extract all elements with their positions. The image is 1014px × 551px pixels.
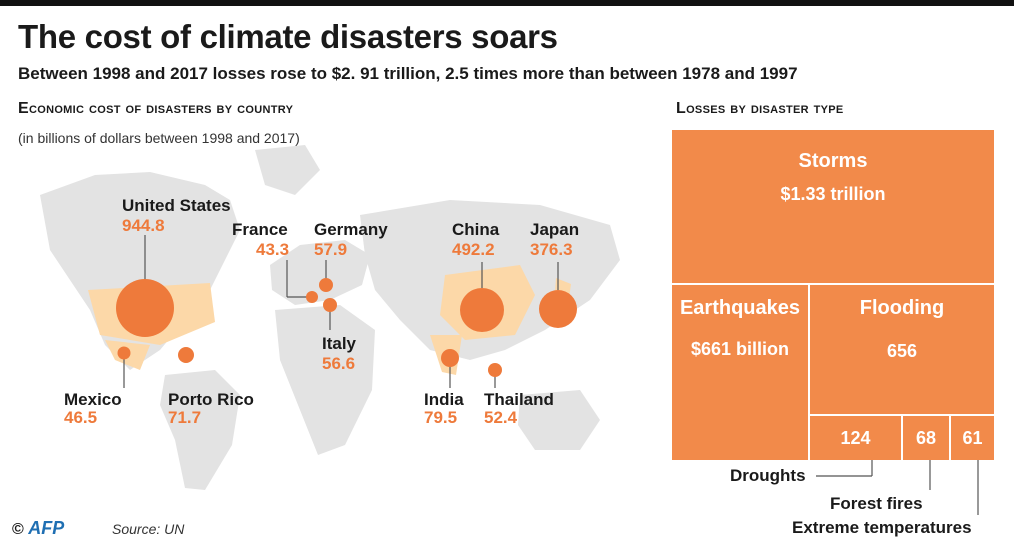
bubble-italy <box>323 298 337 312</box>
tile-storms-value: $1.33 trillion <box>780 184 886 204</box>
north-america-land <box>40 172 240 370</box>
tile-flooding: Flooding 656 <box>810 285 994 414</box>
bubble-japan <box>539 290 577 328</box>
value-china: 492.2 <box>452 240 495 259</box>
label-extreme-temperatures: Extreme temperatures <box>792 518 972 537</box>
tile-storms-name: Storms <box>798 150 868 172</box>
tile-flooding-value: 656 <box>886 341 918 361</box>
value-porto-rico: 71.7 <box>168 408 202 427</box>
label-italy: Italy <box>322 334 357 353</box>
europe-land <box>270 240 370 305</box>
label-united-states: United States <box>122 196 231 215</box>
bubble-united-states <box>116 279 174 337</box>
map-section-title: Economic cost of disasters by country <box>18 100 294 117</box>
land-masses <box>40 145 620 490</box>
value-united-states: 944.8 <box>122 216 165 235</box>
afp-brand: AFP <box>28 518 65 538</box>
south-america-land <box>160 370 240 490</box>
label-china: China <box>452 220 500 239</box>
tile-droughts: 124 <box>810 416 901 460</box>
top-bar <box>0 0 1014 6</box>
page-subtitle: Between 1998 and 2017 losses rose to $2.… <box>18 64 798 83</box>
label-india: India <box>424 390 464 409</box>
afp-logo: © AFP <box>12 518 64 539</box>
label-germany: Germany <box>314 220 388 239</box>
label-porto-rico: Porto Rico <box>168 390 254 409</box>
tile-earthquakes: Earthquakes $661 billion <box>672 285 808 460</box>
bubbles <box>116 278 577 377</box>
tile-forest-fires: 68 <box>903 416 949 460</box>
africa-land <box>275 305 375 455</box>
label-japan: Japan <box>530 220 580 239</box>
value-thailand: 52.4 <box>484 408 518 427</box>
bubble-porto-rico <box>178 347 194 363</box>
bubble-mexico <box>117 346 131 360</box>
australia-land <box>518 390 600 450</box>
value-mexico: 46.5 <box>64 408 98 427</box>
value-france: 43.3 <box>256 240 290 259</box>
bubble-france <box>306 291 318 303</box>
label-france: France <box>232 220 288 239</box>
label-mexico: Mexico <box>64 390 122 409</box>
tile-extreme-temperatures: 61 <box>951 416 994 460</box>
page-title: The cost of climate disasters soars <box>18 18 558 55</box>
value-germany: 57.9 <box>314 240 348 259</box>
label-droughts: Droughts <box>730 466 806 485</box>
treemap-leaders <box>816 458 979 515</box>
bubble-india <box>441 349 459 367</box>
tile-earthquakes-value: $661 billion <box>690 339 790 359</box>
bubble-thailand <box>488 363 502 377</box>
value-japan: 376.3 <box>530 240 573 259</box>
treemap-section-title: Losses by disaster type <box>676 100 844 117</box>
greenland-land <box>255 145 320 195</box>
tile-forest-fires-value: 68 <box>915 428 937 448</box>
map-unit-note: (in billions of dollars between 1998 and… <box>18 130 300 146</box>
tile-earthquakes-name: Earthquakes <box>679 297 801 319</box>
value-india: 79.5 <box>424 408 458 427</box>
tile-droughts-value: 124 <box>840 428 871 448</box>
label-forest-fires: Forest fires <box>830 494 923 513</box>
tile-storms: Storms $1.33 trillion <box>672 130 994 283</box>
tile-extreme-temperatures-value: 61 <box>962 428 983 448</box>
source-note: Source: UN <box>112 521 185 537</box>
label-thailand: Thailand <box>484 390 554 409</box>
bubble-germany <box>319 278 333 292</box>
tile-flooding-name: Flooding <box>859 297 945 319</box>
copyright-symbol: © <box>12 521 24 538</box>
bubble-china <box>460 288 504 332</box>
value-italy: 56.6 <box>322 354 356 373</box>
